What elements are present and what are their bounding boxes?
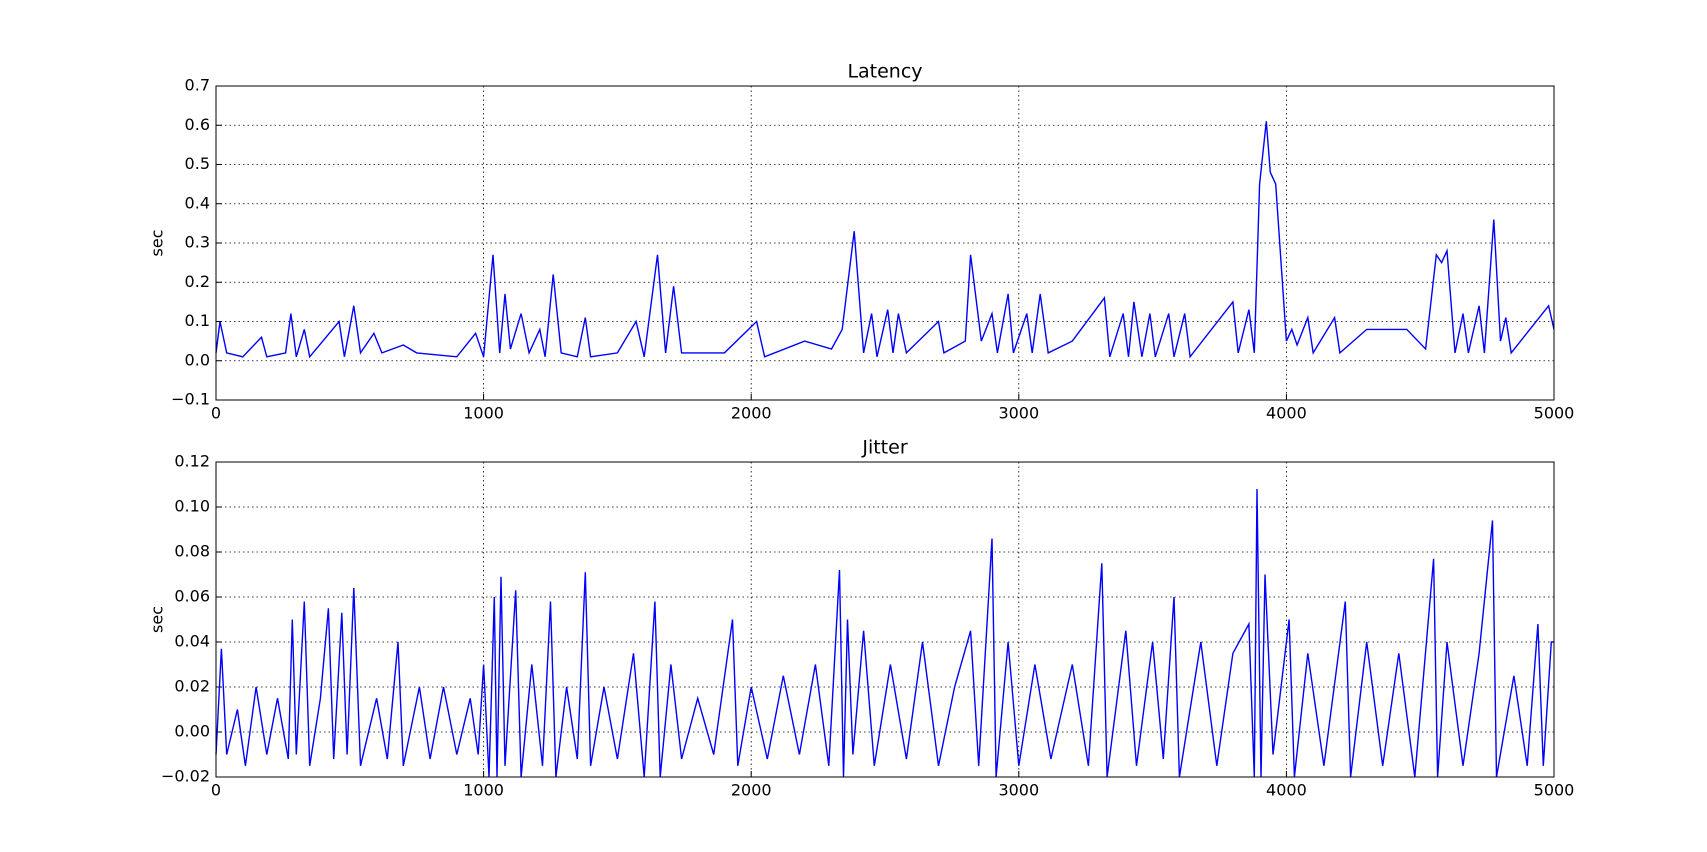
x-tick-label: 0 xyxy=(211,781,221,800)
y-tick-label: 0.7 xyxy=(185,76,210,95)
x-tick-label: 3000 xyxy=(998,781,1039,800)
y-tick-label: 0.02 xyxy=(174,677,210,696)
x-tick-label: 2000 xyxy=(731,781,772,800)
x-tick-label: 4000 xyxy=(1266,404,1307,423)
line-series xyxy=(215,121,1555,359)
plot-frame xyxy=(215,461,1555,778)
y-tick-label: 0.3 xyxy=(185,233,210,252)
x-tick-label: 4000 xyxy=(1266,781,1307,800)
x-tick-label: 1000 xyxy=(463,781,504,800)
y-axis-label: sec xyxy=(148,606,167,633)
y-tick-label: 0.4 xyxy=(185,193,210,212)
y-tick-label: 0.10 xyxy=(174,497,210,516)
line-series xyxy=(215,488,1554,778)
x-tick-label: 2000 xyxy=(731,404,772,423)
y-tick-label: 0.06 xyxy=(174,587,210,606)
x-tick-label: 5000 xyxy=(1534,404,1575,423)
y-axis-label: sec xyxy=(148,230,167,257)
y-tick-label: 0.00 xyxy=(174,722,210,741)
y-tick-label: 0.6 xyxy=(185,115,210,134)
y-tick-label: 0.5 xyxy=(185,154,210,173)
y-tick-label: 0.1 xyxy=(185,311,210,330)
y-tick-label: −0.1 xyxy=(171,390,210,409)
x-tick-label: 5000 xyxy=(1534,781,1575,800)
x-tick-label: 0 xyxy=(211,404,221,423)
x-tick-label: 3000 xyxy=(998,404,1039,423)
plot-frame xyxy=(215,85,1555,401)
chart-title: Jitter xyxy=(861,437,907,459)
y-tick-label: 0.0 xyxy=(185,350,210,369)
y-tick-label: 0.08 xyxy=(174,542,210,561)
y-tick-label: −0.02 xyxy=(161,767,210,786)
x-tick-label: 1000 xyxy=(463,404,504,423)
y-tick-label: 0.2 xyxy=(185,272,210,291)
chart-title: Latency xyxy=(847,61,922,83)
y-tick-label: 0.12 xyxy=(174,452,210,471)
y-tick-label: 0.04 xyxy=(174,632,210,651)
